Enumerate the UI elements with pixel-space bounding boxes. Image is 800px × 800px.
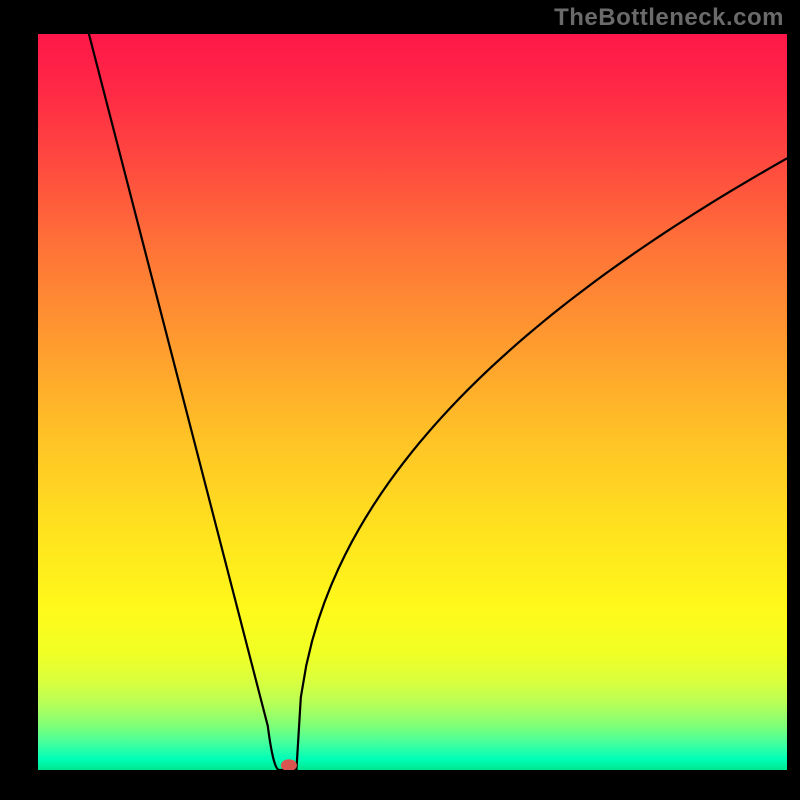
- plot-area: [38, 34, 787, 770]
- watermark-text: TheBottleneck.com: [554, 4, 784, 32]
- chart-frame: TheBottleneck.com: [0, 0, 800, 800]
- plot-svg: [38, 34, 787, 770]
- gradient-background: [38, 34, 787, 770]
